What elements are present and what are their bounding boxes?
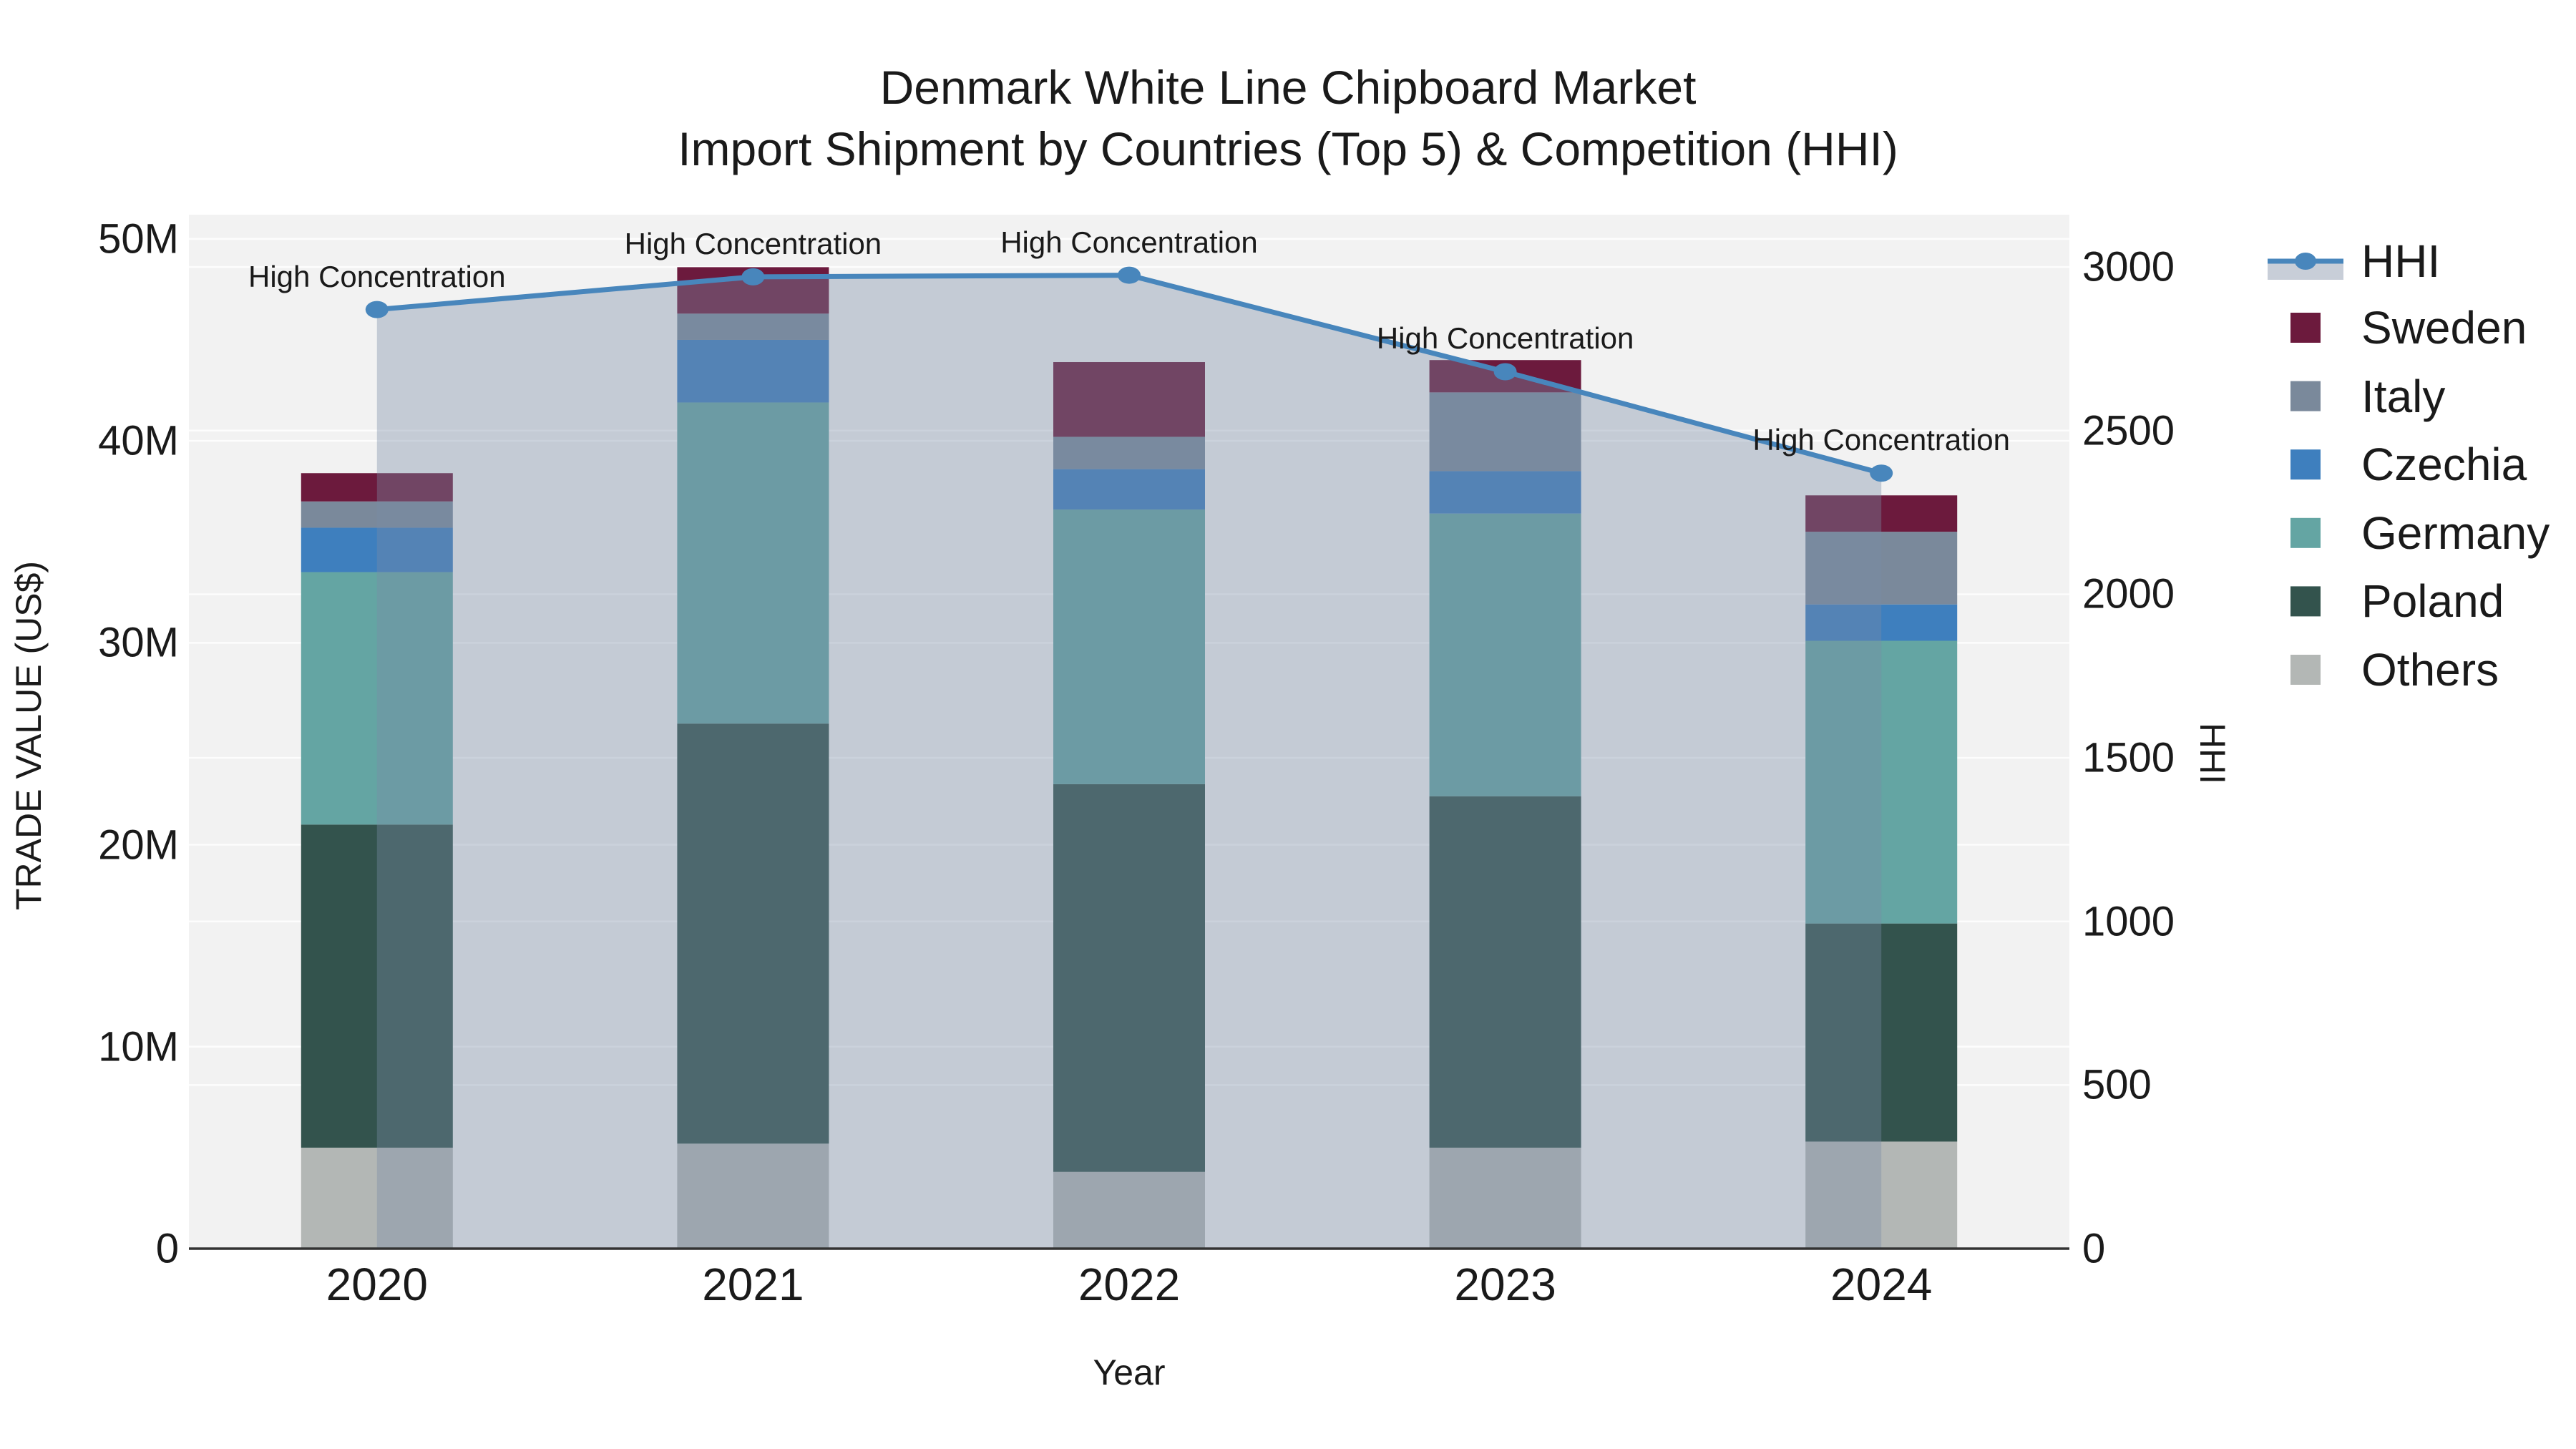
y-left-tick-50M: 50M (98, 215, 179, 263)
annotation-high-concentration-2023: High Concentration (1376, 321, 1634, 356)
x-tick-2020: 2020 (326, 1259, 428, 1310)
bar-segment-poland-2022[interactable] (1053, 784, 1205, 1172)
hhi-marker-2021[interactable] (741, 268, 765, 286)
hhi-marker-2024[interactable] (1870, 464, 1893, 482)
y-right-tick-3000: 3000 (2082, 243, 2175, 291)
bar-segment-others-2024[interactable] (1805, 1141, 1958, 1249)
legend-swatch-poland[interactable] (2290, 586, 2321, 617)
y-right-tick-0: 0 (2082, 1225, 2106, 1272)
legend-item-poland[interactable]: Poland (2361, 575, 2504, 628)
annotation-high-concentration-2024: High Concentration (1752, 423, 2010, 457)
chart-title-line1: Denmark White Line Chipboard Market (879, 61, 1697, 114)
legend-swatch-sweden[interactable] (2290, 313, 2321, 343)
bar-segment-germany-2024[interactable] (1805, 640, 1958, 924)
bar-segment-italy-2022[interactable] (1053, 436, 1205, 469)
legend-item-czechia[interactable]: Czechia (2361, 439, 2527, 491)
bar-segment-czechia-2024[interactable] (1805, 604, 1958, 641)
bar-segment-czechia-2021[interactable] (677, 339, 829, 403)
x-tick-2021: 2021 (702, 1259, 804, 1310)
annotation-high-concentration-2020: High Concentration (248, 259, 506, 293)
legend-swatch-czechia[interactable] (2290, 449, 2321, 480)
legend-item-germany[interactable]: Germany (2361, 507, 2550, 559)
bar-segment-poland-2024[interactable] (1805, 923, 1958, 1142)
bar-segment-poland-2021[interactable] (677, 723, 829, 1144)
bar-segment-germany-2022[interactable] (1053, 509, 1205, 784)
legend-swatch-germany[interactable] (2290, 517, 2321, 548)
bar-segment-others-2023[interactable] (1429, 1147, 1581, 1249)
x-tick-2024: 2024 (1830, 1259, 1933, 1310)
bar-segment-italy-2021[interactable] (677, 313, 829, 340)
bar-segment-sweden-2024[interactable] (1805, 495, 1958, 532)
bar-segment-germany-2020[interactable] (301, 572, 453, 825)
bar-segment-others-2020[interactable] (301, 1147, 453, 1249)
legend-item-others[interactable]: Others (2361, 644, 2499, 696)
legend-swatch-hhi-marker[interactable] (2295, 253, 2316, 270)
legend-item-hhi[interactable]: HHI (2361, 235, 2441, 287)
y-right-tick-1500: 1500 (2082, 734, 2175, 781)
bar-segment-poland-2020[interactable] (301, 824, 453, 1148)
bar-segment-czechia-2020[interactable] (301, 527, 453, 572)
legend-item-sweden[interactable]: Sweden (2361, 302, 2527, 353)
hhi-marker-2020[interactable] (365, 301, 389, 318)
legend-swatch-others[interactable] (2290, 655, 2321, 685)
bar-segment-germany-2021[interactable] (677, 402, 829, 724)
annotation-high-concentration-2021: High Concentration (624, 226, 882, 260)
hhi-marker-2022[interactable] (1118, 266, 1141, 284)
y-left-tick-30M: 30M (98, 619, 179, 666)
x-tick-2022: 2022 (1078, 1259, 1181, 1310)
bar-segment-sweden-2020[interactable] (301, 473, 453, 502)
hhi-marker-2023[interactable] (1493, 363, 1517, 381)
y-right-axis-title: HHI (2192, 722, 2233, 785)
bar-segment-italy-2023[interactable] (1429, 392, 1581, 472)
legend-swatch-italy[interactable] (2290, 381, 2321, 411)
bar-segment-czechia-2022[interactable] (1053, 469, 1205, 510)
bar-segment-italy-2020[interactable] (301, 501, 453, 528)
y-right-tick-500: 500 (2082, 1061, 2152, 1108)
hhi-area-fill (376, 275, 1882, 1249)
bar-segment-poland-2023[interactable] (1429, 796, 1581, 1148)
bar-segment-czechia-2023[interactable] (1429, 471, 1581, 514)
bar-segment-others-2021[interactable] (677, 1143, 829, 1249)
y-left-tick-10M: 10M (98, 1023, 179, 1070)
x-axis-title: Year (1093, 1352, 1166, 1392)
y-left-tick-40M: 40M (98, 417, 179, 464)
y-left-tick-0: 0 (155, 1225, 179, 1272)
y-right-tick-1000: 1000 (2082, 898, 2175, 945)
bar-segment-italy-2024[interactable] (1805, 532, 1958, 605)
y-right-tick-2500: 2500 (2082, 407, 2175, 454)
annotation-high-concentration-2022: High Concentration (1000, 225, 1258, 259)
bar-segment-germany-2023[interactable] (1429, 513, 1581, 796)
y-left-tick-20M: 20M (98, 821, 179, 869)
bar-segment-sweden-2022[interactable] (1053, 362, 1205, 437)
bar-segment-others-2022[interactable] (1053, 1171, 1205, 1249)
y-right-tick-2000: 2000 (2082, 570, 2175, 618)
legend-item-italy[interactable]: Italy (2361, 370, 2446, 422)
x-tick-2023: 2023 (1454, 1259, 1556, 1310)
chart-title-line2: Import Shipment by Countries (Top 5) & C… (678, 122, 1898, 175)
